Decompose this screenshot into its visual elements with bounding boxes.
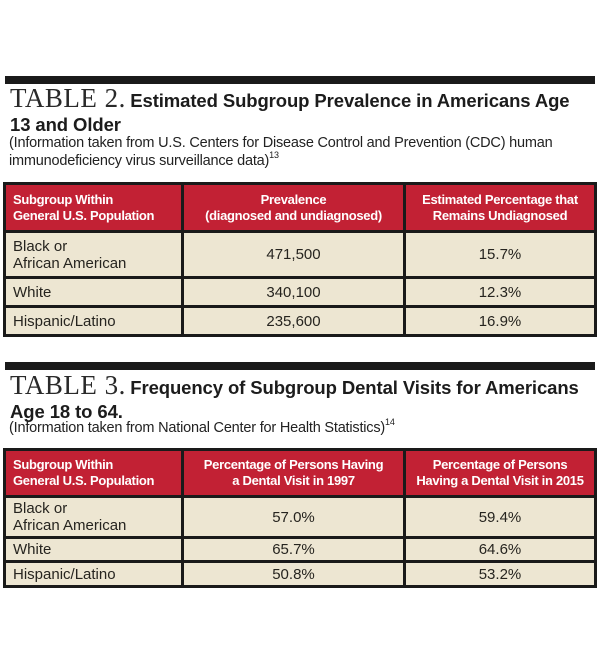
table3-subtitle-text: (Information taken from National Center … [9,420,386,436]
row-label-cell: White [3,536,184,563]
table3-header-subgroup: Subgroup Within General U.S. Population [3,448,184,498]
table3-citation-sup: 14 [385,417,395,428]
table2-subtitle-text: (Information taken from U.S. Centers for… [9,135,553,169]
value-cell: 59.4% [403,495,597,539]
table-row: Black or African American 57.0% 59.4% [3,495,597,539]
table-row: White 340,100 12.3% [3,276,597,308]
table3-heading: TABLE 3. Frequency of Subgroup Dental Vi… [10,372,590,425]
value-cell: 15.7% [403,230,597,279]
table3-header-visit-1997: Percentage of Persons Having a Dental Vi… [181,448,406,498]
table3-header-row: Subgroup Within General U.S. Population … [3,448,597,498]
table2-label: TABLE 2. [10,83,126,113]
table2-subtitle: (Information taken from U.S. Centers for… [9,135,577,170]
value-cell: 57.0% [181,495,406,539]
table2-top-rule [5,76,595,84]
row-label-cell: White [3,276,184,308]
table3-title: Frequency of Subgroup Dental Visits for … [10,377,579,422]
row-label-cell: Black or African American [3,495,184,539]
value-cell: 50.8% [181,560,406,588]
table2-heading: TABLE 2. Estimated Subgroup Prevalence i… [10,85,590,138]
table2: Subgroup Within General U.S. Population … [3,182,597,337]
value-cell: 16.9% [403,305,597,337]
table3-label: TABLE 3. [10,370,126,400]
table2-header-row: Subgroup Within General U.S. Population … [3,182,597,233]
table-row: Black or African American 471,500 15.7% [3,230,597,279]
table2-header-prevalence: Prevalence (diagnosed and undiagnosed) [181,182,406,233]
row-label-cell: Black or African American [3,230,184,279]
value-cell: 340,100 [181,276,406,308]
table3: Subgroup Within General U.S. Population … [3,448,597,588]
table3-top-rule [5,362,595,370]
table3-subtitle: (Information taken from National Center … [9,417,577,438]
table2-title: Estimated Subgroup Prevalence in America… [10,90,570,135]
table2-header-undiagnosed: Estimated Percentage that Remains Undiag… [403,182,597,233]
table-row: Hispanic/Latino 50.8% 53.2% [3,560,597,588]
table-row: Hispanic/Latino 235,600 16.9% [3,305,597,337]
row-label-cell: Hispanic/Latino [3,560,184,588]
table2-citation-sup: 13 [269,149,279,160]
value-cell: 53.2% [403,560,597,588]
table-row: White 65.7% 64.6% [3,536,597,563]
value-cell: 471,500 [181,230,406,279]
table3-header-visit-2015: Percentage of Persons Having a Dental Vi… [403,448,597,498]
table2-header-subgroup: Subgroup Within General U.S. Population [3,182,184,233]
value-cell: 235,600 [181,305,406,337]
value-cell: 12.3% [403,276,597,308]
value-cell: 65.7% [181,536,406,563]
value-cell: 64.6% [403,536,597,563]
row-label-cell: Hispanic/Latino [3,305,184,337]
